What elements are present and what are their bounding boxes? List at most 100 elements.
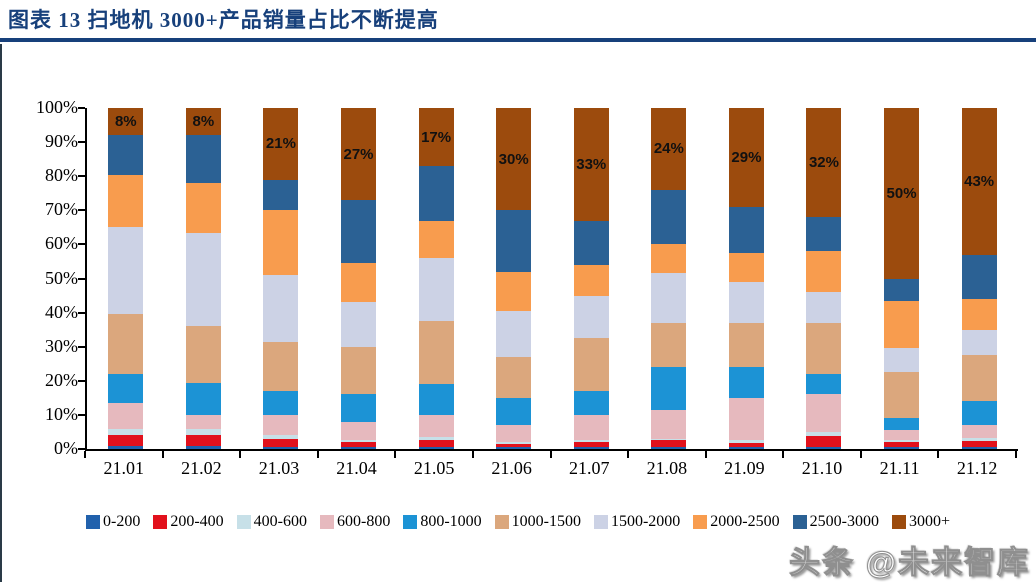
left-border [0, 44, 2, 582]
bar-segment-400-600 [806, 432, 842, 437]
x-tick-mark [549, 451, 552, 458]
legend-label: 2500-3000 [809, 513, 879, 530]
y-tick-mark [78, 448, 85, 450]
bar-segment-800-1000 [341, 394, 377, 422]
bar-segment-200-400 [961, 440, 997, 447]
data-label: 17% [421, 128, 452, 146]
x-tick-mark [627, 451, 630, 458]
bar-segment-2000-2500 [573, 264, 609, 296]
bar-segment-1000-1500 [108, 314, 144, 375]
bar-segment-2000-2500 [496, 271, 532, 311]
bar-segment-1000-1500 [263, 341, 299, 392]
x-tick-mark [161, 451, 164, 458]
bar-segment-400-600 [263, 435, 299, 439]
bar-segment-0-200 [341, 447, 377, 449]
bar-segment-2500-3000 [496, 210, 532, 272]
legend-swatch-icon [792, 515, 807, 529]
bar-segment-1000-1500 [341, 346, 377, 395]
bar-segment-3000+: 17% [418, 108, 454, 167]
bar-segment-3000+: 33% [573, 108, 609, 221]
bar-segment-1500-2000 [418, 258, 454, 322]
bar-segment-1000-1500 [728, 322, 764, 368]
legend-item-400-600: 400-600 [236, 513, 307, 531]
legend-label: 3000+ [908, 513, 950, 530]
bar-21.12: 43% [940, 108, 1018, 449]
legend-label: 600-800 [336, 513, 391, 530]
bar-stack: 8% [108, 108, 144, 449]
bar-segment-1500-2000 [651, 273, 687, 323]
bar-segment-200-400 [263, 438, 299, 448]
bar-segment-1500-2000 [728, 281, 764, 323]
legend-swatch-icon [891, 515, 906, 529]
bar-segment-3000+: 32% [806, 108, 842, 218]
data-label: 8% [114, 113, 137, 131]
bar-21.03: 21% [242, 108, 320, 449]
x-tick-mark [704, 451, 707, 458]
bar-21.06: 30% [475, 108, 553, 449]
bar-segment-1500-2000 [263, 275, 299, 342]
data-label: 32% [808, 154, 839, 172]
bar-segment-2000-2500 [418, 220, 454, 259]
bar-segment-2000-2500 [185, 183, 221, 233]
bar-segment-3000+: 8% [185, 108, 221, 136]
bar-segment-600-800 [884, 430, 920, 441]
legend-item-1000-1500: 1000-1500 [494, 513, 581, 531]
bar-segment-2000-2500 [108, 174, 144, 228]
bar-segment-800-1000 [108, 374, 144, 403]
bar-segment-0-200 [884, 447, 920, 449]
bar-segment-200-400 [651, 440, 687, 448]
bar-segment-2000-2500 [961, 299, 997, 330]
y-tick-mark [78, 107, 85, 109]
bar-segment-200-400 [573, 442, 609, 448]
data-label: 30% [498, 150, 529, 168]
bar-segment-600-800 [651, 409, 687, 439]
y-tick-label: 60% [45, 233, 78, 254]
bar-segment-1000-1500 [185, 326, 221, 383]
bar-segment-2500-3000 [108, 135, 144, 175]
legend-swatch-icon [593, 515, 608, 529]
legend-swatch-icon [403, 515, 418, 529]
bar-21.05: 17% [397, 108, 475, 449]
bar-segment-2000-2500 [728, 252, 764, 282]
x-tick-label: 21.03 [258, 458, 300, 478]
bar-segment-2500-3000 [728, 206, 764, 253]
bar-segment-600-800 [806, 394, 842, 433]
bar-segment-200-400 [185, 435, 221, 446]
bar-segment-400-600 [884, 440, 920, 443]
bar-segment-3000+: 24% [651, 108, 687, 190]
bar-segment-600-800 [573, 414, 609, 441]
bar-21.04: 27% [320, 108, 398, 449]
bar-segment-2000-2500 [341, 263, 377, 303]
bar-segment-0-200 [418, 447, 454, 449]
bar-segment-1500-2000 [341, 302, 377, 347]
y-tick-label: 30% [45, 335, 78, 356]
bar-segment-2500-3000 [651, 189, 687, 245]
bar-segment-0-200 [573, 447, 609, 449]
x-tick-mark [316, 451, 319, 458]
bar-segment-2000-2500 [651, 244, 687, 274]
bar-stack: 43% [961, 108, 997, 449]
bar-segment-2000-2500 [263, 210, 299, 276]
bar-stack: 32% [806, 108, 842, 449]
bar-stack: 27% [341, 108, 377, 449]
legend-label: 200-400 [170, 513, 224, 530]
bar-segment-1000-1500 [573, 338, 609, 392]
bar-segment-0-200 [185, 445, 221, 449]
bar-segment-400-600 [496, 442, 532, 444]
legend-label: 800-1000 [420, 513, 482, 530]
bar-segment-0-200 [496, 447, 532, 449]
bar-stack: 50% [884, 108, 920, 449]
legend-item-600-800: 600-800 [319, 513, 391, 531]
bar-segment-200-400 [418, 440, 454, 448]
x-tick-mark [859, 451, 862, 458]
x-tick-mark [937, 451, 940, 458]
bar-segment-200-400 [884, 442, 920, 448]
bar-stack: 29% [728, 108, 764, 449]
bar-segment-1500-2000 [185, 232, 221, 327]
bar-segment-1500-2000 [496, 310, 532, 357]
bar-segment-0-200 [108, 445, 144, 449]
bar-segment-3000+: 21% [263, 108, 299, 180]
legend-label: 1500-2000 [610, 513, 681, 530]
bar-segment-800-1000 [418, 384, 454, 415]
bar-segment-0-200 [263, 447, 299, 449]
